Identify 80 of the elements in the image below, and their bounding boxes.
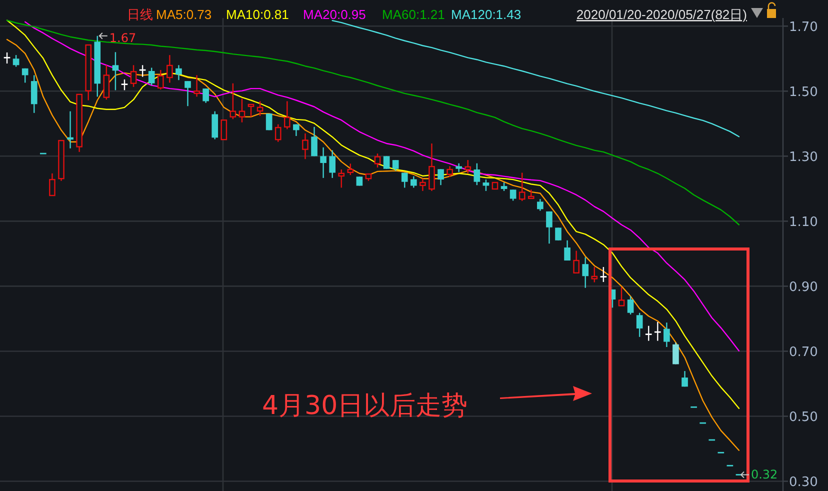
candlestick	[311, 126, 318, 157]
candlestick	[266, 112, 272, 131]
candlestick	[274, 124, 282, 142]
candlestick	[12, 54, 20, 68]
candlestick	[410, 176, 417, 188]
candlestick	[428, 142, 435, 192]
candlestick	[157, 69, 164, 90]
text: MA5:0.73	[156, 7, 212, 22]
candlestick	[67, 110, 74, 149]
candlestick	[618, 286, 625, 306]
candlestick	[329, 150, 336, 179]
line-series	[332, 20, 740, 138]
annotation: 日线	[127, 7, 153, 22]
candlestick	[148, 67, 155, 86]
candlestick	[302, 132, 308, 160]
annotation: 1.67	[109, 30, 136, 45]
text: MA20:0.95	[303, 7, 366, 22]
candlestick	[248, 104, 254, 118]
candlestick	[220, 119, 228, 140]
candlestick	[664, 322, 670, 348]
candlestick	[510, 189, 516, 202]
candlestick	[202, 88, 209, 104]
candlestick	[184, 80, 191, 107]
y-tick-label: 1.10	[789, 215, 818, 230]
candlestick	[166, 54, 173, 84]
candlestick	[194, 74, 200, 98]
annotation: 4月30日以后走势	[262, 391, 468, 421]
candlestick	[392, 159, 399, 172]
candlestick	[438, 168, 444, 186]
candlestick	[672, 342, 679, 365]
candlestick	[338, 168, 345, 188]
candlestick	[130, 64, 137, 88]
candlestick	[518, 172, 526, 202]
candlestick	[401, 172, 408, 188]
candlestick	[176, 64, 182, 81]
chart-subtitle: 2020/01/20-2020/05/27(82日)	[576, 7, 747, 22]
candlestick	[256, 100, 264, 116]
candlestick	[320, 146, 326, 179]
y-tick-label: 0.30	[789, 475, 818, 490]
candlestick	[230, 82, 236, 120]
candlestick	[474, 162, 480, 186]
y-tick-label: 1.50	[789, 85, 818, 100]
candlestick	[644, 325, 652, 342]
candlestick	[30, 74, 38, 114]
candlestick	[374, 152, 381, 168]
candlestick	[591, 266, 598, 283]
y-tick-label: 0.90	[789, 280, 818, 296]
candlestick	[3, 52, 11, 64]
candlestick	[627, 296, 634, 316]
candlestick	[636, 312, 643, 338]
y-tick-label: 0.50	[789, 410, 818, 426]
candlestick	[555, 227, 562, 241]
candlestick	[49, 172, 56, 196]
y-tick-label: 1.30	[789, 150, 818, 166]
candlestick	[573, 250, 580, 274]
text: MA10:0.81	[226, 7, 289, 22]
text: 0.32	[750, 468, 778, 482]
candlestick	[420, 178, 426, 192]
candlestick	[682, 370, 688, 388]
candlestick	[564, 240, 570, 262]
text: MA120:1.43	[451, 7, 522, 22]
candlestick	[120, 78, 128, 91]
candlestick	[446, 166, 453, 178]
candlestick	[347, 163, 354, 176]
candlestick	[212, 110, 218, 140]
candlestick	[464, 159, 472, 174]
candlestick	[383, 156, 390, 170]
candlestick	[546, 210, 552, 244]
candlestick	[22, 68, 28, 84]
candlestick	[103, 64, 110, 100]
line-series	[24, 21, 740, 352]
candlestick	[238, 98, 246, 123]
y-tick-label: 1.70	[789, 20, 818, 36]
text: MA60:1.21	[382, 7, 445, 22]
candlestick	[284, 100, 290, 130]
candlestick	[537, 198, 544, 212]
candlestick	[582, 256, 589, 288]
y-tick-label: 0.70	[789, 345, 818, 360]
candlestick	[600, 266, 608, 283]
candlestick	[112, 52, 119, 91]
